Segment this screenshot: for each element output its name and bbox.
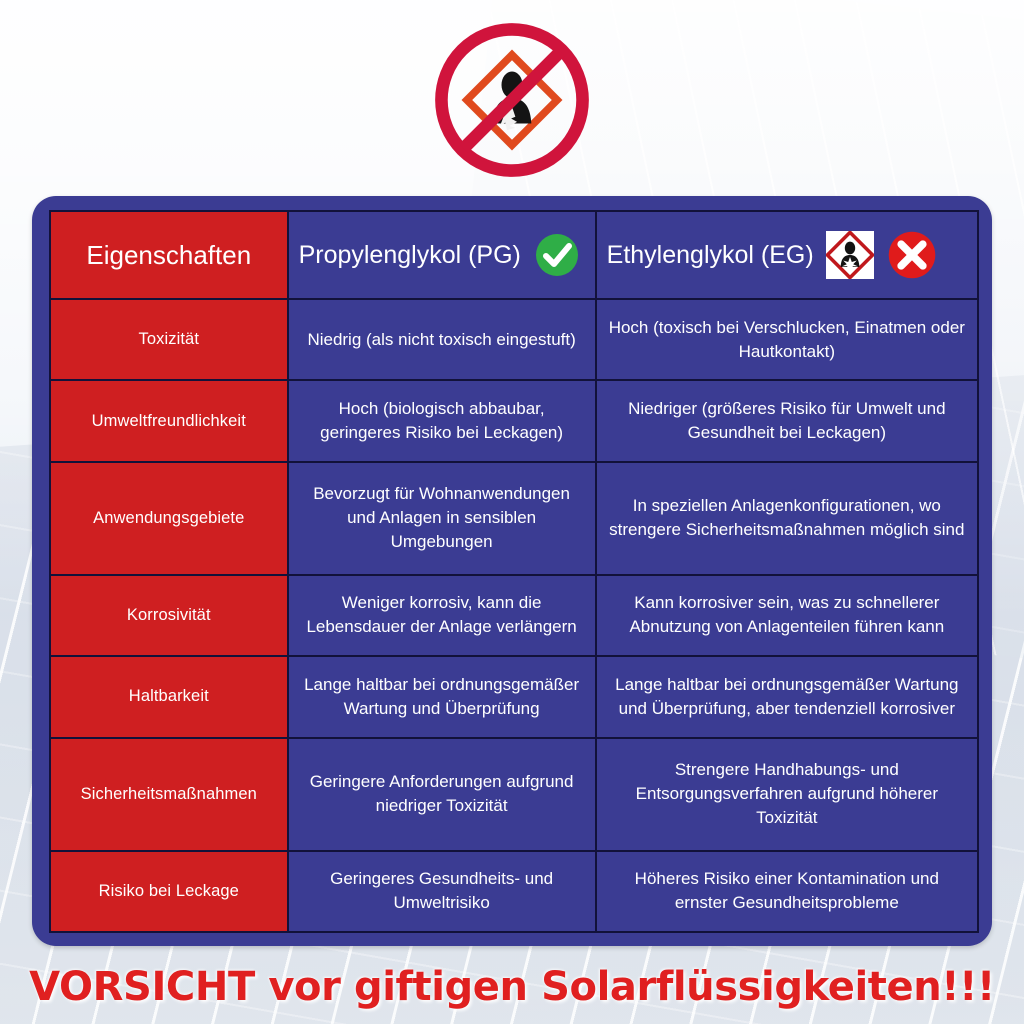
cell-pg-korrosivitaet: Weniger korrosiv, kann die Lebensdauer d… [286, 573, 597, 658]
header-cell-properties: Eigenschaften [49, 210, 289, 300]
prohibition-toxic-sign-icon [435, 23, 589, 177]
cell-eg-anwendungsgebiete: In speziellen Anlagenkonfigurationen, wo… [594, 460, 980, 576]
table-row: Korrosivität Weniger korrosiv, kann die … [49, 573, 980, 658]
header-label-eg: Ethylenglykol (EG) [606, 240, 814, 269]
row-label-risiko-bei-leckage: Risiko bei Leckage [49, 849, 289, 934]
cell-eg-umweltfreundlichkeit: Niedriger (größeres Risiko für Umwelt un… [594, 379, 980, 463]
green-check-icon [535, 234, 578, 276]
ghs-health-hazard-icon [825, 231, 874, 279]
cell-pg-umweltfreundlichkeit: Hoch (biologisch abbaubar, geringeres Ri… [286, 379, 597, 463]
table-row: Sicherheitsmaßnahmen Geringere Anforderu… [49, 736, 980, 852]
row-label-umweltfreundlichkeit: Umweltfreundlichkeit [49, 379, 289, 463]
cell-eg-korrosivitaet: Kann korrosiver sein, was zu schnellerer… [594, 573, 980, 658]
header-label-pg: Propylenglykol (PG) [298, 240, 521, 269]
table-header-row: Eigenschaften Propylenglykol (PG) Ethyle… [49, 210, 980, 300]
header-label-properties: Eigenschaften [86, 239, 252, 270]
comparison-table: Eigenschaften Propylenglykol (PG) Ethyle… [49, 210, 980, 934]
table-row: Umweltfreundlichkeit Hoch (biologisch ab… [49, 379, 980, 463]
warning-caption: VORSICHT vor giftigen Solarflüssigkeiten… [29, 964, 995, 1010]
red-x-icon [888, 231, 935, 279]
cell-eg-toxizitaet: Hoch (toxisch bei Verschlucken, Einatmen… [594, 297, 980, 382]
row-label-sicherheitsmassnahmen: Sicherheitsmaßnahmen [49, 736, 289, 852]
table-row: Toxizität Niedrig (als nicht toxisch ein… [49, 297, 980, 382]
cell-eg-risiko-bei-leckage: Höheres Risiko einer Kontamination und e… [594, 849, 980, 934]
header-cell-pg: Propylenglykol (PG) [286, 210, 597, 300]
cell-pg-anwendungsgebiete: Bevorzugt für Wohnanwendungen und Anlage… [286, 460, 597, 576]
cell-pg-haltbarkeit: Lange haltbar bei ordnungsgemäßer Wartun… [286, 655, 597, 739]
header-cell-eg: Ethylenglykol (EG) [594, 210, 980, 300]
row-label-korrosivitaet: Korrosivität [49, 573, 289, 658]
row-label-anwendungsgebiete: Anwendungsgebiete [49, 460, 289, 576]
table-row: Haltbarkeit Lange haltbar bei ordnungsge… [49, 655, 980, 739]
cell-pg-risiko-bei-leckage: Geringeres Gesundheits- und Umweltrisiko [286, 849, 597, 934]
prohibition-badge-container [0, 16, 1024, 184]
cell-eg-sicherheitsmassnahmen: Strengere Handhabungs- und Entsorgungsve… [594, 736, 980, 852]
cell-pg-sicherheitsmassnahmen: Geringere Anforderungen aufgrund niedrig… [286, 736, 597, 852]
comparison-table-frame: Eigenschaften Propylenglykol (PG) Ethyle… [32, 196, 992, 946]
row-label-haltbarkeit: Haltbarkeit [49, 655, 289, 739]
cell-eg-haltbarkeit: Lange haltbar bei ordnungsgemäßer Wartun… [594, 655, 980, 739]
table-row: Risiko bei Leckage Geringeres Gesundheit… [49, 849, 980, 934]
row-label-toxizitaet: Toxizität [49, 297, 289, 382]
table-row: Anwendungsgebiete Bevorzugt für Wohnanwe… [49, 460, 980, 576]
cell-pg-toxizitaet: Niedrig (als nicht toxisch eingestuft) [286, 297, 597, 382]
